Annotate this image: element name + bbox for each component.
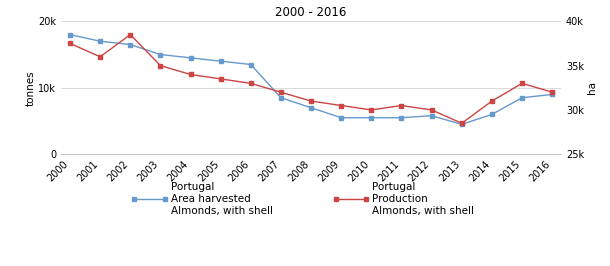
- Title: 2000 - 2016: 2000 - 2016: [275, 6, 347, 19]
- Text: Portugal
Area harvested
Almonds, with shell: Portugal Area harvested Almonds, with sh…: [171, 182, 273, 215]
- Y-axis label: tonnes: tonnes: [26, 70, 35, 106]
- Y-axis label: ha: ha: [587, 81, 597, 94]
- Text: Portugal
Production
Almonds, with shell: Portugal Production Almonds, with shell: [372, 182, 474, 215]
